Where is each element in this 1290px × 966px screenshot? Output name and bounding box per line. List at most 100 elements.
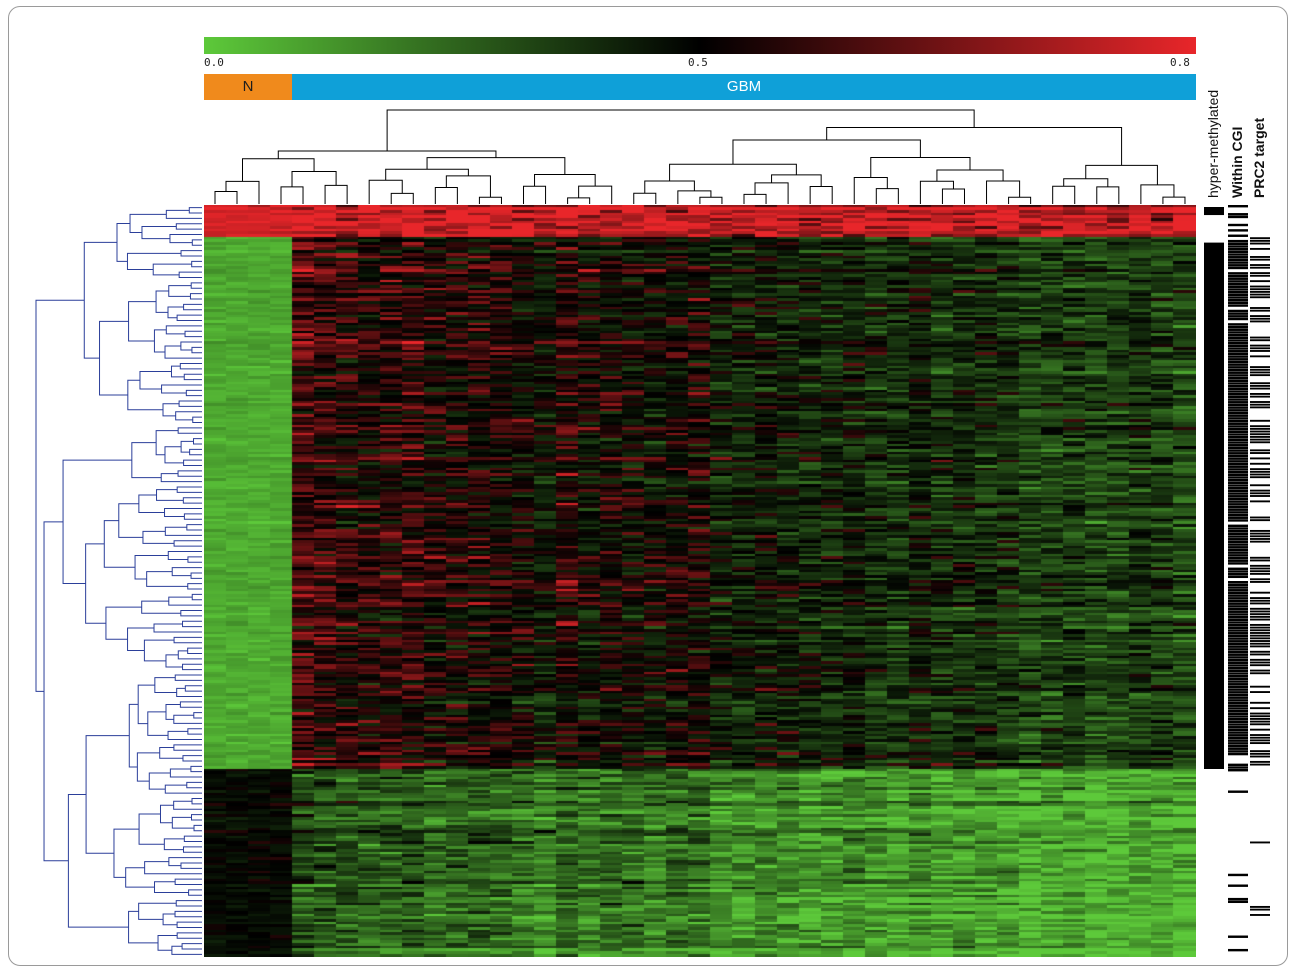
row-dendrogram-branch [164,446,184,464]
column-dendrogram-branch [669,163,797,182]
within-cgi-track-mark [1228,704,1248,707]
row-dendrogram-branch [176,486,202,493]
within-cgi-track-mark [1228,274,1248,278]
prc2-target-track-mark [1250,371,1270,374]
within-cgi-track-mark [1228,430,1248,434]
prc2-target-track-mark [1250,712,1270,715]
within-cgi-track-mark [1228,685,1248,689]
row-dendrogram-branch [35,299,85,692]
row-dendrogram-branch [168,596,202,606]
within-cgi-track-mark [1228,401,1248,404]
row-dendrogram-branch [155,430,179,456]
row-dendrogram-branch [178,271,202,279]
column-dendrogram-branch [225,180,260,204]
row-dendrogram-branch [99,320,129,396]
within-cgi-track-mark [1228,444,1248,447]
within-cgi-track-mark [1228,449,1248,452]
column-dendrogram-branch [386,109,975,152]
column-dendrogram-branch [1096,186,1120,204]
prc2-target-track-mark [1250,623,1270,626]
prc2-target-track-mark [1250,237,1270,240]
within-cgi-track-mark [1228,403,1248,407]
prc2-target-track-mark [1250,516,1270,519]
row-dendrogram-branch [159,804,174,824]
prc2-target-track-mark [1250,288,1270,291]
prc2-target-track-mark [1250,908,1270,911]
within-cgi-track-mark [1228,650,1248,654]
column-dendrogram-branch [1063,178,1109,187]
within-cgi-track-mark [1228,484,1248,487]
within-cgi-track-mark [1228,527,1248,530]
prc2-target-track-mark [1250,470,1270,473]
row-dendrogram-branch [142,530,175,544]
prc2-target-track-mark [1250,258,1270,261]
within-cgi-track-mark [1228,736,1248,740]
prc2-target-track-mark [1250,315,1270,317]
within-cgi-track-mark [1228,605,1248,608]
within-cgi-track-mark [1228,446,1248,450]
row-dendrogram-branch [171,945,202,955]
row-dendrogram-branch [182,497,202,504]
within-cgi-track-mark [1228,390,1248,393]
within-cgi-track-mark [1228,223,1248,227]
within-cgi-track-mark [1228,664,1248,667]
prc2-target-track-mark [1250,529,1270,532]
row-dendrogram-branch [185,389,202,397]
column-dendrogram-branch [324,184,348,204]
within-cgi-track-mark [1228,739,1248,742]
within-cgi-track-mark [1228,239,1248,243]
prc2-target-track-mark [1250,264,1270,266]
row-dendrogram-branch [170,365,185,378]
prc2-target-track-mark [1250,717,1270,720]
within-cgi-track-mark [1228,301,1248,305]
row-dendrogram-branch [169,234,202,244]
within-cgi-track-mark [1228,229,1248,232]
within-cgi-track-mark [1228,454,1248,458]
row-dendrogram-branch [171,816,195,829]
prc2-target-track-mark [1250,559,1270,562]
within-cgi-track-mark [1228,382,1248,385]
prc2-target-track-mark [1250,736,1270,739]
within-cgi-track-mark [1228,543,1248,546]
within-cgi-track-mark [1228,546,1248,549]
row-dendrogram-branch [179,362,202,370]
column-dendrogram-branch [936,169,1004,182]
within-cgi-track-mark [1228,325,1248,329]
row-dendrogram-branch [184,330,202,338]
within-cgi-track-mark [1228,581,1248,584]
row-dendrogram-branch [164,526,202,536]
within-cgi-track-mark [1228,350,1248,353]
within-cgi-track-mark [1228,358,1248,361]
within-cgi-track-mark [1228,717,1248,721]
prc2-target-track-mark [1250,393,1270,395]
row-dendrogram-branch [138,813,165,845]
row-dendrogram-branch [128,703,139,768]
within-cgi-track-mark [1228,613,1248,616]
within-cgi-track-mark [1228,508,1248,511]
prc2-target-track-mark [1250,914,1270,916]
prc2-target-track-mark [1250,336,1270,339]
within-cgi-track-mark [1228,366,1248,369]
within-cgi-track-mark [1228,333,1248,337]
row-dendrogram-branch [160,473,202,483]
within-cgi-track-mark [1228,409,1248,412]
row-dendrogram-branch [157,935,178,951]
column-dendrogram-branch [919,180,954,204]
row-dendrogram-branch [175,411,202,421]
row-dendrogram-branch [85,543,106,624]
prc2-target-track-mark [1250,395,1270,398]
row-dendrogram-branch [191,260,202,268]
prc2-target-track-mark [1250,368,1270,371]
row-dendrogram-branch [148,772,171,790]
row-dendrogram-branch [192,416,202,424]
within-cgi-track-mark [1228,750,1248,753]
within-cgi-track-mark [1228,728,1248,732]
colorbar-tick-mid: 0.5 [688,56,708,69]
within-cgi-track-mark [1228,384,1248,388]
row-dendrogram-branch [190,765,202,773]
row-dendrogram-branch [191,798,202,805]
within-cgi-track-mark [1228,538,1248,541]
row-dendrogram-branch [193,824,202,832]
prc2-target-track-mark [1250,242,1270,245]
row-dendrogram-branch [153,623,202,633]
